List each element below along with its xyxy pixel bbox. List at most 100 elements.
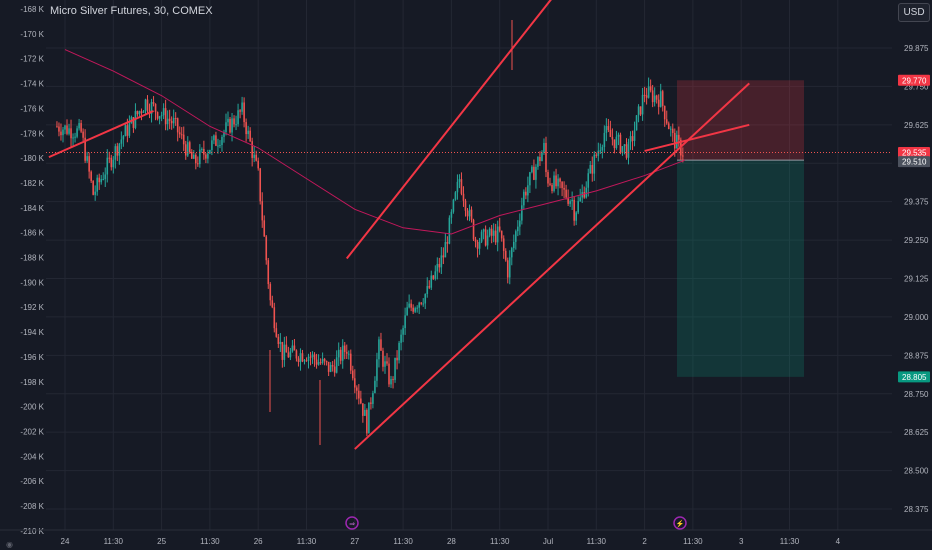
candle-body xyxy=(237,110,239,125)
candle-body xyxy=(203,148,205,155)
left-axis-label: -196 K xyxy=(20,353,44,362)
candle-body xyxy=(476,241,479,249)
channel-lower-line xyxy=(354,82,750,450)
candle-body xyxy=(512,241,515,249)
candle-body xyxy=(82,131,84,138)
right-axis-label: 28.500 xyxy=(904,467,929,476)
candle-body xyxy=(456,181,459,193)
economic-event-glyph: ⚡ xyxy=(676,519,685,528)
candle-body xyxy=(269,284,272,301)
candle-body xyxy=(378,339,380,360)
candle-body xyxy=(508,257,511,278)
candle-body xyxy=(301,353,304,362)
candle-body xyxy=(462,193,465,201)
left-axis-label: -194 K xyxy=(20,328,44,337)
candle-body xyxy=(303,360,306,362)
candle-body xyxy=(267,260,270,285)
candle-body xyxy=(525,191,527,196)
candle-body xyxy=(287,352,290,358)
left-axis-label: -206 K xyxy=(20,477,44,486)
candle-body xyxy=(515,231,517,242)
candle-body xyxy=(653,95,656,103)
candle-body xyxy=(277,336,280,344)
candle-body xyxy=(307,356,310,361)
candle-body xyxy=(547,172,549,184)
left-axis-label: -168 K xyxy=(20,5,44,14)
left-axis-label: -200 K xyxy=(20,403,44,412)
candle-body xyxy=(643,94,646,96)
time-axis-label: 3 xyxy=(739,537,744,546)
dividend-event-icon[interactable] xyxy=(345,516,359,530)
candle-body xyxy=(496,226,499,243)
candle-body xyxy=(76,128,78,137)
candle-body xyxy=(323,358,326,362)
time-axis: 24 11:30 25 11:30 26 11:30 27 11:30 28 11:30 Jul 11… xyxy=(0,529,932,546)
candle-body xyxy=(460,179,463,194)
currency-button[interactable]: USD xyxy=(898,3,930,22)
candle-body xyxy=(450,211,453,218)
time-axis-label: 11:30 xyxy=(780,537,800,546)
candle-body xyxy=(394,357,396,380)
candle-body xyxy=(94,191,96,195)
candle-body xyxy=(682,155,684,157)
economic-event-icon[interactable] xyxy=(673,516,687,530)
candle-body xyxy=(162,108,165,116)
candle-body xyxy=(136,111,139,115)
candle-body xyxy=(190,151,193,159)
candle-body xyxy=(561,181,563,188)
candle-body xyxy=(341,345,344,361)
candle-body xyxy=(414,308,416,312)
candle-body xyxy=(86,156,88,161)
candle-body xyxy=(154,103,157,113)
time-axis-label: 11:30 xyxy=(683,537,703,546)
time-axis-label: 11:30 xyxy=(200,537,220,546)
candle-body xyxy=(128,123,131,136)
candle-body xyxy=(193,154,195,159)
candle-body xyxy=(611,136,614,140)
left-price-axis: -168 K -170 K -172 K -174 K -176 K -178 K -180… xyxy=(20,5,44,536)
right-axis-label: 29.250 xyxy=(904,236,929,245)
candle-body xyxy=(317,362,320,365)
candle-body xyxy=(519,220,521,227)
right-axis-label: 28.625 xyxy=(904,428,929,437)
candle-body xyxy=(152,101,155,104)
left-axis-label: -204 K xyxy=(20,452,44,461)
left-axis-label: -184 K xyxy=(20,204,44,213)
candle-body xyxy=(492,230,495,236)
left-axis-label: -186 K xyxy=(20,229,44,238)
candle-body xyxy=(116,146,119,156)
candle-body xyxy=(571,199,573,202)
candle-body xyxy=(599,150,602,152)
candle-body xyxy=(321,358,324,363)
time-axis-label: 28 xyxy=(447,537,456,546)
candle-body xyxy=(281,341,284,360)
candle-body xyxy=(382,350,384,367)
left-axis-label: -198 K xyxy=(20,378,44,387)
candle-body xyxy=(500,230,503,239)
price-tag-stop xyxy=(898,74,930,86)
candle-body xyxy=(535,166,537,180)
candle-body xyxy=(577,201,579,213)
candle-body xyxy=(678,134,680,140)
candle-body xyxy=(255,154,257,161)
candle-body xyxy=(102,179,105,181)
candle-body xyxy=(676,134,678,149)
candle-body xyxy=(597,150,600,156)
candle-body xyxy=(243,102,245,123)
candle-body xyxy=(667,123,670,130)
candle-body xyxy=(372,393,374,404)
candle-body xyxy=(478,241,481,249)
candle-body xyxy=(366,409,368,434)
candle-body xyxy=(112,159,115,168)
candle-body xyxy=(195,154,197,164)
candle-body xyxy=(188,142,191,152)
candle-body xyxy=(510,248,513,258)
candle-body xyxy=(432,275,435,279)
tradingview-logo-icon: ◉ xyxy=(6,540,13,549)
candle-body xyxy=(502,238,505,251)
candle-body xyxy=(412,307,414,312)
candle-body xyxy=(416,307,418,309)
price-tag-target xyxy=(898,371,930,383)
candle-body xyxy=(360,398,362,404)
